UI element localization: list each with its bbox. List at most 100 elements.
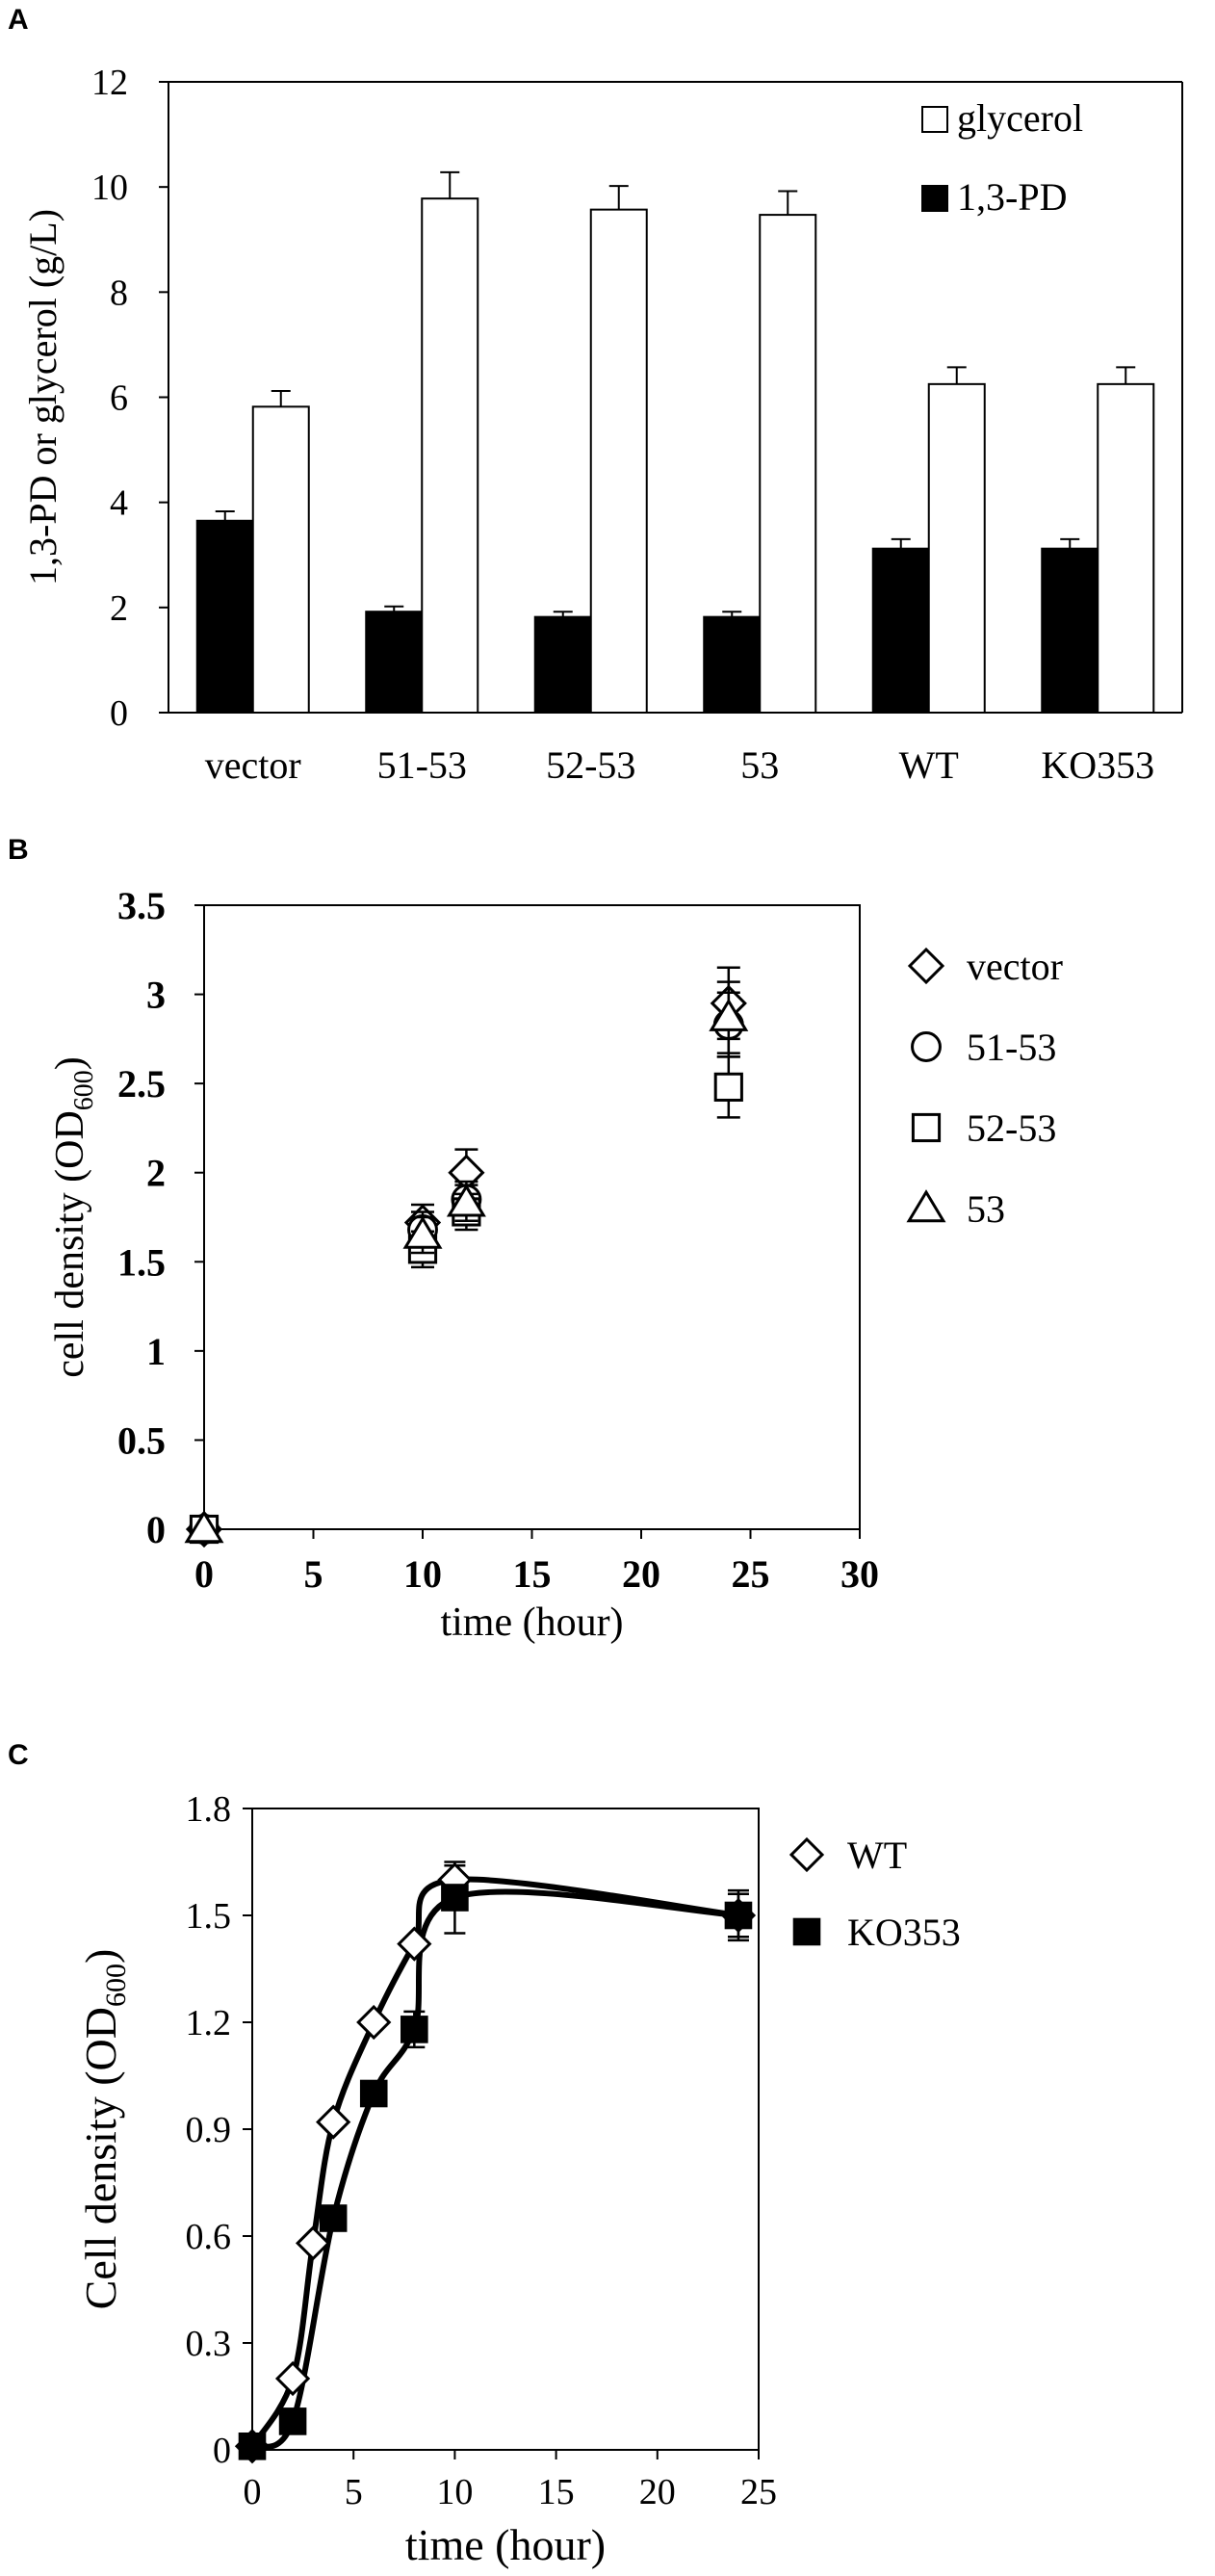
legend-marker [911,1112,942,1143]
scatter-chart-b: 0 0.5 1 1.5 2 2.5 3 3.5 0 5 10 15 20 25 30 time (hour) c… [48,884,1063,1645]
x-tick-label: 15 [538,2472,575,2512]
x-tick-label: 5 [345,2472,363,2512]
x-tick-label: WT [899,743,959,787]
y-tick-label: 4 [110,483,128,524]
legend-label: vector [967,945,1063,988]
bar [251,405,310,714]
series-vector [185,966,747,1548]
x-tick-label: KO353 [1041,743,1154,787]
x-axis-label: time (hour) [405,2520,606,2569]
x-axis-label: time (hour) [440,1600,623,1645]
bar [1097,382,1155,714]
legend-marker [792,1917,821,1946]
legend-label: glycerol [957,96,1083,140]
panel-label-b: B [8,834,29,866]
data-point [724,1901,753,1930]
plot-frame [203,904,861,1530]
data-point [278,2407,307,2435]
y-tick-label: 3.5 [117,884,166,927]
y-tick-label: 0.3 [186,2324,232,2364]
bar [759,214,817,715]
data-point [274,2360,311,2397]
panel-c: C 0 0.3 0.6 0.9 1.2 1.5 1.8 0 5 10 15 20 25 time (hou… [0,1733,1215,2576]
bar [365,611,424,715]
y-axis-label: Cell density (OD600) [76,1949,132,2310]
line-chart-c: 0 0.3 0.6 0.9 1.2 1.5 1.8 0 5 10 15 20 25 time (hour)… [76,1789,961,2569]
data-point [441,1884,469,1912]
bar [703,615,762,714]
y-tick-label: 0.9 [186,2110,232,2150]
y-tick-label: 1.5 [117,1240,166,1284]
y-axis-label: cell density (OD600) [48,1056,99,1378]
y-tick-label: 3 [146,974,166,1017]
y-tick-label: 1.5 [186,1896,232,1937]
x-tick-label: 51-53 [377,743,467,787]
legend-label: 51-53 [967,1026,1056,1069]
bar [1041,547,1099,715]
legend-swatch [921,185,948,212]
legend-swatch [921,106,948,133]
x-tick-label: 52-53 [546,743,635,787]
bar [589,208,648,714]
x-tick-label: 10 [403,1552,442,1596]
legend-label: WT [847,1834,907,1877]
markers-KO353 [238,1884,753,2460]
series-53 [184,980,749,1544]
y-tick-label: 0 [146,1508,166,1551]
y-axis-label: 1,3-PD or glycerol (g/L) [21,209,65,585]
y-tick-label: 0 [213,2431,231,2471]
x-tick-label: 20 [639,2472,676,2512]
y-tick-label: 2 [110,588,128,629]
data-point [295,2225,331,2261]
legend-label: 53 [967,1187,1005,1231]
bar-chart-a: 0 2 4 6 8 10 12 vector 51-53 52-53 53 WT KO353 1,3-PD… [21,63,1183,787]
legend-label: 1,3-PD [957,175,1067,219]
y-tick-label: 8 [110,273,128,313]
series-line [250,1888,739,2450]
x-tick-label: 25 [740,2472,777,2512]
y-tick-label: 0.6 [186,2217,232,2257]
data-point [446,1184,486,1217]
legend-marker [788,1836,825,1873]
bar [927,382,986,714]
x-tick-label: 5 [304,1552,323,1596]
panel-label-c: C [8,1739,29,1771]
y-tick-label: 12 [91,63,128,103]
series-WT [249,1863,749,2448]
y-tick-label: 0 [110,693,128,734]
data-point [356,2004,392,2041]
markers-WT [234,1861,757,2464]
y-tick-label: 2.5 [117,1062,166,1106]
y-tick-label: 0.5 [117,1418,166,1462]
series-52-53 [189,1055,743,1545]
legend-marker [911,1031,942,1062]
data-point [238,2433,267,2460]
x-tick-label: 20 [622,1552,660,1596]
x-tick-label: 10 [436,2472,473,2512]
x-tick-label: 30 [840,1552,879,1596]
y-tick-label: 1.8 [186,1789,232,1830]
legend-label: KO353 [847,1911,961,1954]
legend-marker [907,947,945,985]
data-point [319,2204,348,2232]
data-point [359,2079,388,2108]
bar [421,197,479,715]
legend-label: 52-53 [967,1106,1056,1150]
bar [533,615,592,714]
x-tick-label: 25 [732,1552,770,1596]
bar [195,519,254,714]
series-51-53 [189,991,744,1545]
y-tick-label: 6 [110,378,128,419]
data-point [401,2016,428,2043]
data-point [184,1510,224,1544]
data-point [316,2104,351,2140]
x-tick-label: 15 [513,1552,552,1596]
data-point [402,1215,443,1249]
series-line [249,1876,739,2448]
x-tick-label: vector [205,743,301,787]
data-point [709,998,749,1031]
data-point [713,1072,743,1102]
x-tick-label: 53 [740,743,779,787]
x-tick-label: 0 [194,1552,214,1596]
y-tick-label: 1 [146,1330,166,1373]
